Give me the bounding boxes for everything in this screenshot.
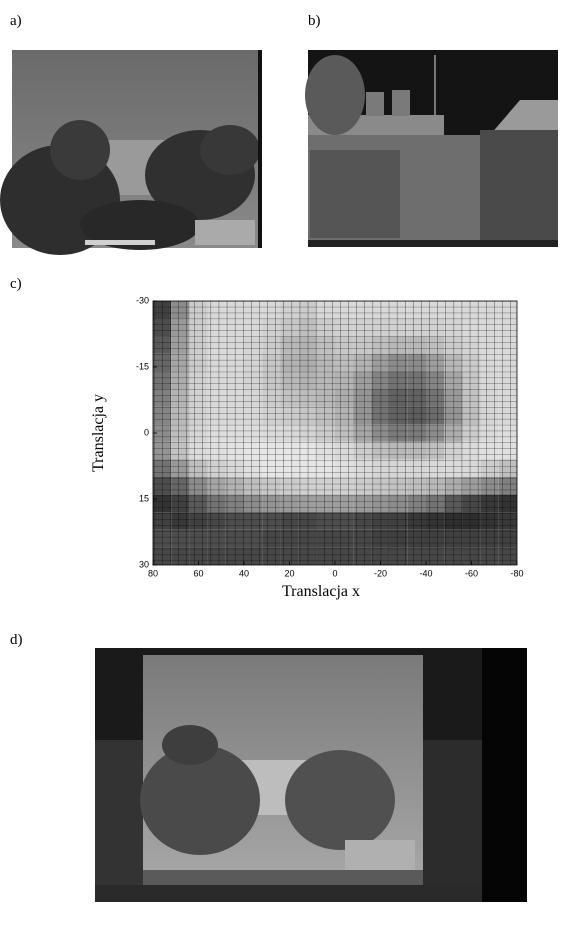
x-axis-label: Translacja x	[282, 583, 360, 600]
y-tick-label: 30	[139, 559, 149, 569]
x-tick-label: 20	[284, 568, 294, 578]
x-tick-label: 80	[148, 568, 158, 578]
y-tick-label: 15	[139, 493, 149, 503]
panel-label: a)	[10, 13, 22, 29]
cell-grid	[153, 301, 517, 565]
photo-thermal	[305, 50, 558, 247]
x-tick-label: -20	[374, 568, 387, 578]
x-tick-label: 60	[193, 568, 203, 578]
x-tick-label: -60	[465, 568, 478, 578]
page: {"labels": {"a": "a)", "b": "b)", "c": "…	[0, 0, 561, 931]
y-axis-label: Translacja y	[90, 394, 107, 472]
x-tick-label: 0	[332, 568, 337, 578]
y-tick-label: -15	[136, 361, 149, 371]
figure: a) b) c) d) 80 60 40 20 0 -20 -40 -60 -80 -30 -15 0…	[0, 0, 561, 931]
y-tick-label: 0	[144, 427, 149, 437]
panel-label: d)	[10, 632, 23, 648]
x-tick-label: 40	[239, 568, 249, 578]
photo-visible	[0, 50, 262, 255]
panel-label: b)	[308, 13, 321, 29]
x-tick-label: -40	[419, 568, 432, 578]
y-tick-label: -30	[136, 295, 149, 305]
panel-label: c)	[10, 276, 22, 292]
x-tick-label: -80	[510, 568, 523, 578]
photo-fused	[95, 648, 527, 902]
